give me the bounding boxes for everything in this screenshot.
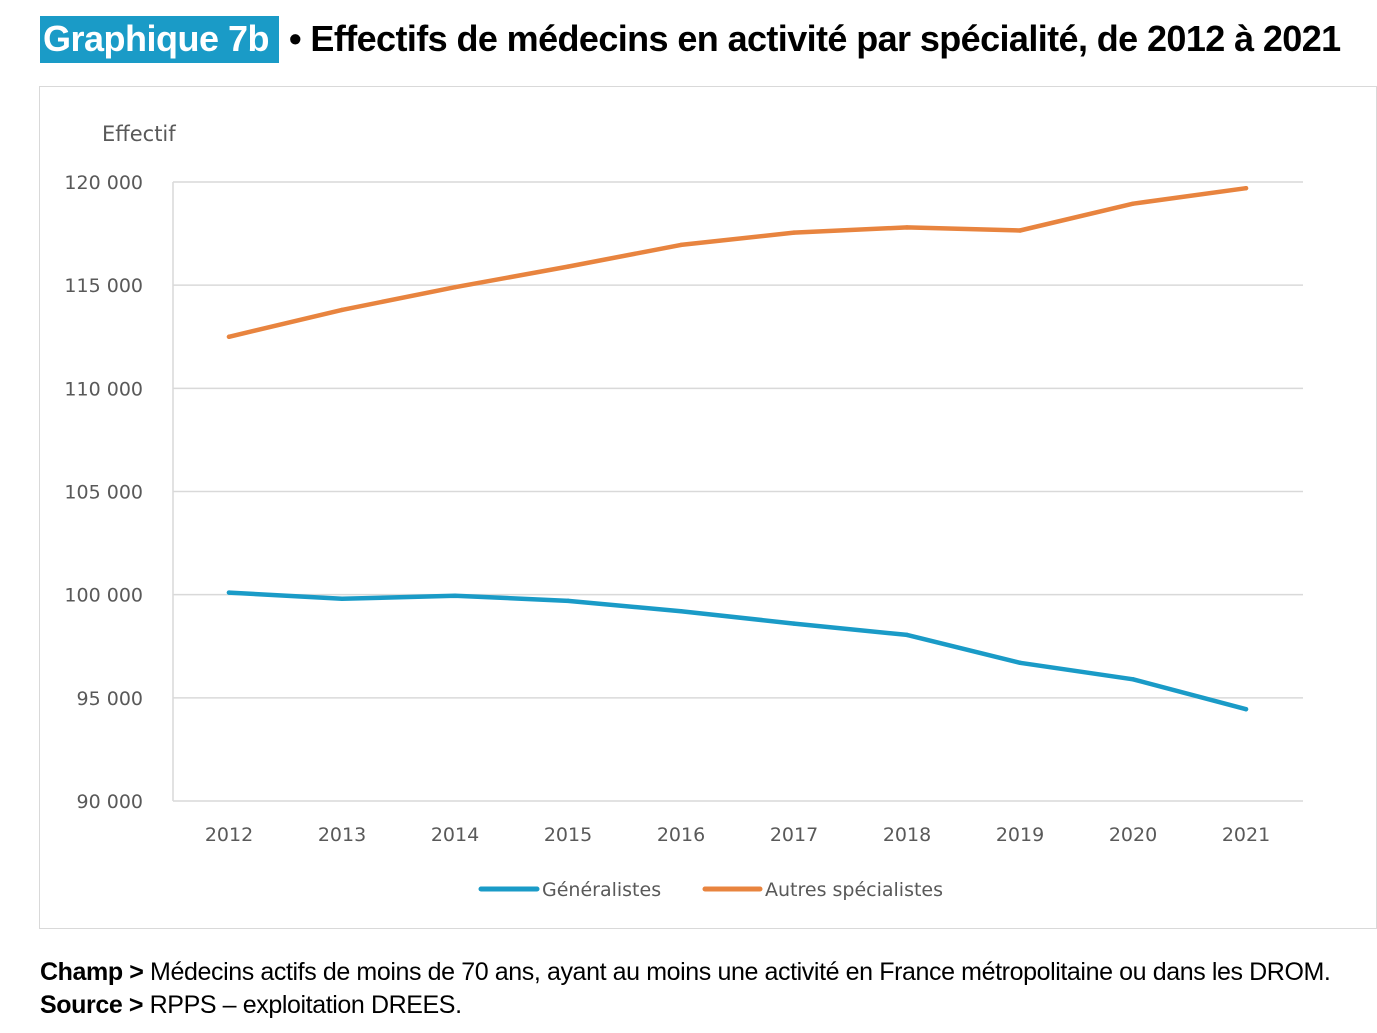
x-tick-label: 2021	[1222, 824, 1270, 846]
data-point	[226, 590, 232, 595]
y-tick-label: 115 000	[64, 275, 143, 297]
data-point	[226, 334, 232, 339]
data-point	[1243, 185, 1249, 191]
y-axis-label: Effectif	[102, 122, 176, 146]
data-point	[1017, 660, 1023, 665]
chart-frame: Effectif 90 000 95 000 100 000 105 000 110 00…	[39, 86, 1377, 929]
y-tick-label: 100 000	[64, 585, 143, 607]
x-tick-label: 2012	[205, 824, 253, 846]
source-label: Source >	[40, 991, 144, 1019]
data-point	[565, 264, 571, 269]
data-point	[452, 593, 458, 598]
data-point	[1130, 677, 1136, 682]
legend-label: Généralistes	[542, 879, 661, 901]
data-point	[678, 242, 684, 248]
data-point	[1243, 706, 1249, 712]
y-tick-label: 110 000	[64, 378, 143, 400]
data-point	[565, 598, 571, 604]
champ-label: Champ >	[40, 958, 144, 986]
x-tick-label: 2014	[431, 824, 479, 846]
x-tick-label: 2013	[318, 824, 366, 846]
data-point	[452, 285, 458, 290]
series-line	[226, 590, 1249, 712]
data-point	[1130, 201, 1136, 206]
data-point	[339, 596, 345, 601]
source-note: Source > RPPS – exploitation DREES.	[40, 989, 1330, 1022]
x-tick-label: 2016	[657, 824, 705, 846]
x-tick-label: 2020	[1109, 824, 1157, 846]
y-tick-label: 105 000	[64, 482, 143, 504]
y-tick-label: 95 000	[77, 688, 143, 710]
champ-text: Médecins actifs de moins de 70 ans, ayan…	[143, 958, 1331, 986]
data-point	[791, 230, 797, 235]
chart-notes: Champ > Médecins actifs de moins de 70 a…	[40, 956, 1331, 1022]
legend-label: Autres spécialistes	[765, 879, 943, 901]
data-point	[904, 225, 910, 230]
data-point	[339, 307, 345, 313]
x-tick-label: 2018	[883, 824, 931, 846]
data-point	[678, 608, 684, 614]
y-tick-label: 90 000	[77, 791, 143, 813]
figure-badge: Graphique 7b	[40, 15, 280, 63]
line-chart: Effectif 90 000 95 000 100 000 105 000 110 00…	[64, 122, 1303, 901]
chart-title: • Effectifs de médecins en activité par …	[289, 18, 1341, 59]
series-line	[226, 185, 1249, 340]
x-tick-label: 2015	[544, 824, 592, 846]
data-point	[904, 632, 910, 638]
data-point	[791, 621, 797, 626]
champ-note: Champ > Médecins actifs de moins de 70 a…	[40, 956, 1331, 989]
x-tick-label: 2019	[996, 824, 1044, 846]
chart-header: Graphique 7b • Effectifs de médecins en …	[40, 14, 1341, 64]
data-point	[1017, 228, 1023, 233]
y-tick-label: 120 000	[64, 172, 143, 194]
source-text: RPPS – exploitation DREES.	[143, 991, 462, 1019]
x-tick-label: 2017	[770, 824, 818, 846]
